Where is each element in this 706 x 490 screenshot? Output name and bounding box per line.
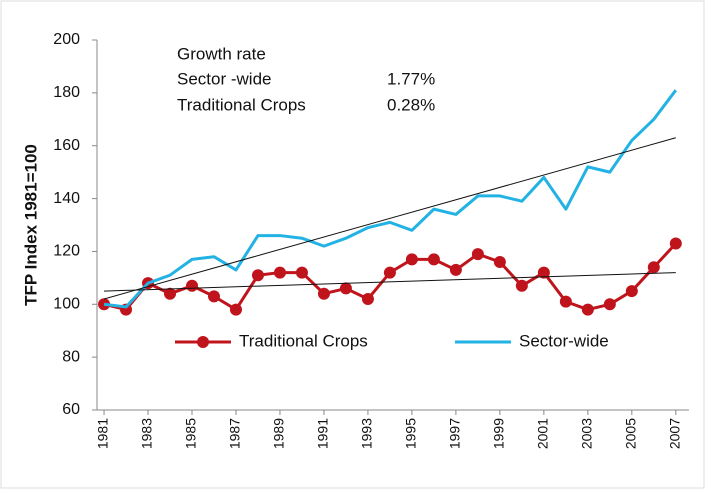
x-tick-label: 1993 xyxy=(359,418,375,449)
y-tick-label: 180 xyxy=(53,84,80,101)
point xyxy=(273,266,286,279)
y-tick-label: 160 xyxy=(53,137,80,154)
point xyxy=(625,285,638,298)
point xyxy=(493,256,506,268)
x-tick-label: 2003 xyxy=(579,418,595,449)
x-tick-label: 1995 xyxy=(403,418,419,449)
point xyxy=(339,282,352,295)
x-tick-label: 1997 xyxy=(447,418,463,449)
point xyxy=(405,253,418,266)
point xyxy=(515,279,528,292)
point xyxy=(317,287,330,300)
legend-label: Sector-wide xyxy=(519,331,609,350)
y-tick-label: 140 xyxy=(53,190,80,207)
annotation-title: Growth rate xyxy=(177,44,266,63)
point xyxy=(581,303,594,316)
x-tick-label: 1983 xyxy=(139,418,155,449)
annotation-value: 0.28% xyxy=(387,95,435,114)
y-tick-label: 120 xyxy=(53,243,80,260)
annotation-label: Sector -wide xyxy=(177,69,271,88)
x-tick-label: 1987 xyxy=(227,418,243,449)
point xyxy=(383,266,396,279)
point xyxy=(207,290,220,303)
point xyxy=(186,279,199,292)
annotation-value: 1.77% xyxy=(387,69,435,88)
y-tick-label: 80 xyxy=(62,348,80,365)
trend-line xyxy=(103,137,676,300)
x-tick-label: 2001 xyxy=(535,418,551,449)
point xyxy=(449,263,462,276)
x-tick-label: 1991 xyxy=(315,418,331,449)
x-tick-label: 1981 xyxy=(95,418,111,449)
point xyxy=(427,253,440,266)
x-tick-label: 2005 xyxy=(623,418,639,449)
point xyxy=(537,266,550,279)
point xyxy=(471,248,484,261)
point xyxy=(559,295,572,308)
y-axis-label: TFP Index 1981=100 xyxy=(21,144,40,306)
point xyxy=(164,287,177,300)
point xyxy=(295,266,308,279)
y-tick-label: 60 xyxy=(62,401,80,418)
trend-line xyxy=(104,272,676,292)
x-tick-label: 2007 xyxy=(667,418,683,449)
legend-marker xyxy=(197,336,209,348)
point xyxy=(361,293,374,305)
series-line xyxy=(103,89,678,309)
x-tick-label: 1999 xyxy=(491,418,507,449)
x-tick-label: 1989 xyxy=(271,418,287,449)
point xyxy=(251,269,264,282)
y-tick-label: 200 xyxy=(53,31,80,48)
x-tick-label: 1985 xyxy=(183,418,199,449)
point xyxy=(669,237,682,250)
point xyxy=(229,303,242,316)
point xyxy=(647,261,660,274)
point xyxy=(603,298,616,311)
y-tick-label: 100 xyxy=(53,296,80,313)
annotation-label: Traditional Crops xyxy=(177,95,306,114)
legend-label: Traditional Crops xyxy=(239,331,368,350)
